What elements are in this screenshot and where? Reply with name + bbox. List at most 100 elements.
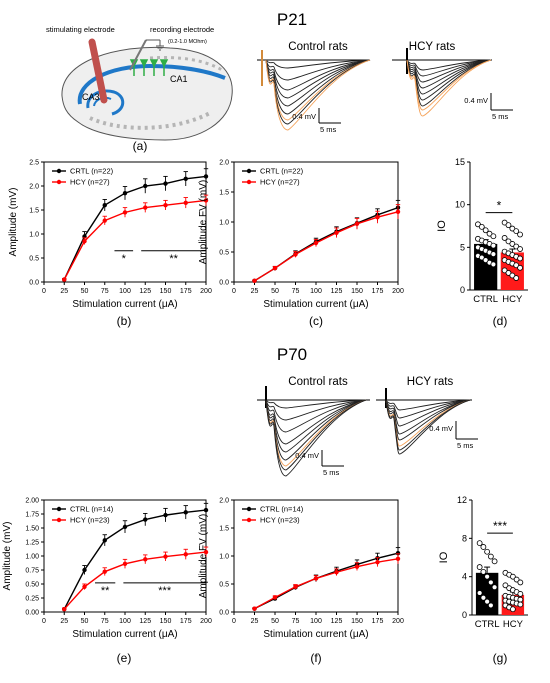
data-point xyxy=(501,235,508,241)
y-tick-label: 0.00 xyxy=(25,610,39,617)
data-point xyxy=(476,590,483,596)
data-point xyxy=(491,584,498,591)
recording-electrode-icon xyxy=(129,39,147,71)
x-tick-label: 200 xyxy=(200,618,212,625)
data-point xyxy=(502,582,509,589)
data-point xyxy=(517,264,523,271)
data-point xyxy=(513,243,520,250)
ca1-label: CA1 xyxy=(170,74,188,84)
y-tick-label: 1.50 xyxy=(25,526,39,533)
legend-label: CRTL (n=22) xyxy=(260,167,304,176)
y-tick-label: 10 xyxy=(455,200,465,210)
data-point xyxy=(513,228,520,235)
data-point xyxy=(272,266,278,271)
y-tick-label: 0.0 xyxy=(219,610,229,617)
recording-electrode-sublabel: (0.2-1.0 MOhm) xyxy=(168,39,207,45)
x-tick-label: 75 xyxy=(101,288,109,295)
data-point xyxy=(163,554,168,559)
data-point xyxy=(143,517,148,522)
data-point xyxy=(487,553,494,560)
data-point xyxy=(509,272,516,279)
data-point xyxy=(183,510,188,515)
legend-marker xyxy=(246,168,252,174)
epsp-trace xyxy=(385,399,471,411)
y-tick-label: 0.25 xyxy=(25,596,39,603)
x-tick-label: 175 xyxy=(180,618,192,625)
data-point xyxy=(163,512,168,518)
epsp-trace xyxy=(265,59,371,131)
data-point xyxy=(143,183,148,189)
category-label: CTRL xyxy=(475,619,500,630)
scale-bar-time-label: 5 ms xyxy=(492,112,509,121)
data-point xyxy=(509,573,516,580)
data-point xyxy=(203,198,209,203)
data-point xyxy=(354,564,360,569)
series-line-1 xyxy=(63,199,207,280)
scale-bar-voltage-label: 0.4 mV xyxy=(429,424,453,433)
data-point xyxy=(122,561,128,567)
data-point xyxy=(517,579,524,586)
trace-panel-p70-hcy: HCY rats 0.4 mV 5 ms xyxy=(376,376,478,455)
data-point xyxy=(375,559,380,565)
data-point xyxy=(509,225,516,232)
data-point xyxy=(505,222,512,229)
data-point xyxy=(476,540,483,547)
stimulating-electrode-label: stimulating electrode xyxy=(46,25,115,34)
data-point xyxy=(490,242,497,249)
recording-electrode-label: recording electrode xyxy=(150,25,214,34)
data-point xyxy=(122,210,128,215)
x-axis-label: Stimulation current (μA) xyxy=(72,299,177,310)
data-point xyxy=(62,607,67,612)
epsp-trace xyxy=(406,59,492,71)
data-point xyxy=(102,218,107,223)
panel-label: (d) xyxy=(493,314,508,328)
section-title-p21: P21 xyxy=(277,10,307,29)
data-point xyxy=(501,219,508,226)
x-tick-label: 125 xyxy=(139,288,151,295)
legend-marker xyxy=(56,517,62,523)
x-tick-label: 150 xyxy=(351,288,363,295)
plot-frame xyxy=(43,499,207,613)
data-point xyxy=(517,601,524,608)
chart-panel-d: 0 5 10 15 IO CTRL HCY * (d) xyxy=(436,157,528,328)
data-point xyxy=(203,174,209,179)
y-tick-label: 2.0 xyxy=(29,184,39,191)
x-tick-label: 150 xyxy=(160,618,172,625)
significance-label: *** xyxy=(493,519,507,533)
data-point xyxy=(490,261,497,268)
x-tick-label: 0 xyxy=(42,618,46,625)
legend-marker xyxy=(246,179,252,185)
epsp-trace xyxy=(385,399,471,455)
trace-panel-p21-control: Control rats 0.4 mV 5 ms xyxy=(257,41,371,134)
significance-label: *** xyxy=(158,585,172,597)
trace-group-label: HCY rats xyxy=(409,41,456,53)
data-point xyxy=(272,595,278,600)
trace-panel-p21-hcy: HCY rats 0.4 mV 5 ms xyxy=(392,41,513,121)
panel-label-a: (a) xyxy=(133,139,148,153)
data-point xyxy=(334,230,339,235)
data-point xyxy=(480,544,487,550)
chart-panel-f: 0 25 50 75 100 125 150 175 200 0.0 0.5 1.0 1.5 2.0 Sti… xyxy=(198,498,404,666)
data-point xyxy=(505,238,512,245)
data-point xyxy=(478,254,485,261)
data-point xyxy=(203,507,209,513)
x-tick-label: 50 xyxy=(81,288,89,295)
data-point xyxy=(82,239,87,244)
epsp-trace xyxy=(406,59,492,101)
significance-label: ** xyxy=(169,253,178,265)
epsp-trace xyxy=(265,59,371,107)
y-axis-label: Amplitude (mV) xyxy=(2,522,13,591)
chart-panel-g: 0 4 8 12 IO CTRL HCY *** (g) xyxy=(438,495,528,665)
epsp-trace xyxy=(265,59,371,91)
data-point xyxy=(513,262,520,269)
scale-bar-voltage-label: 0.4 mV xyxy=(464,96,488,105)
epsp-trace xyxy=(265,399,367,421)
legend-label: HCY (n=27) xyxy=(70,178,110,187)
chart-panel-b: 0 25 50 75 100 125 150 175 200 0.0 0.5 1.0 1.5 2.0 2.5… xyxy=(8,160,212,329)
legend-marker xyxy=(56,506,62,512)
data-point xyxy=(484,548,491,555)
legend-marker xyxy=(56,168,62,174)
epsp-trace xyxy=(385,399,471,447)
x-tick-label: 25 xyxy=(60,288,68,295)
